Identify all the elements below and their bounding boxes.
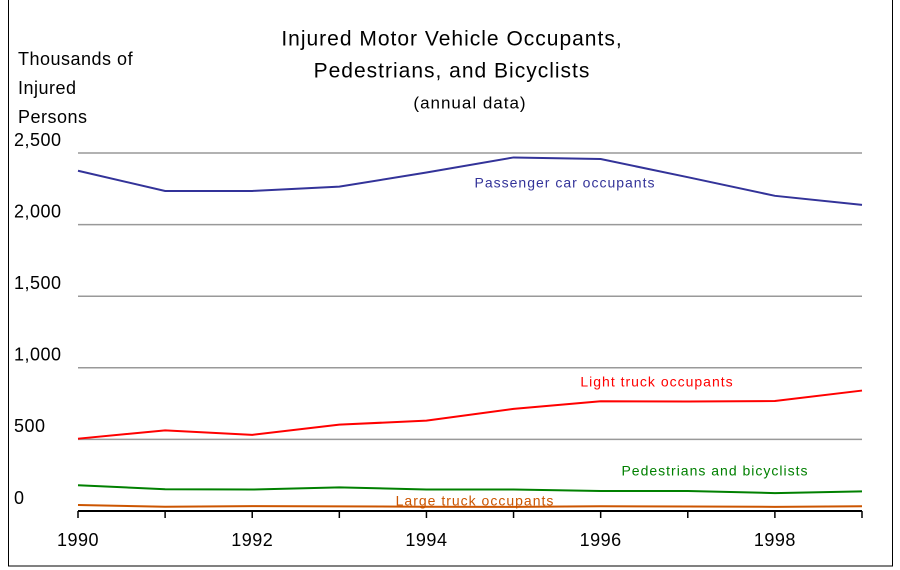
- series-label: Large truck occupants: [396, 493, 555, 509]
- series-line: [77, 503, 863, 508]
- y-tick-label: 2,000: [14, 201, 62, 221]
- series-line: [77, 156, 863, 206]
- series-label: Pedestrians and bicyclists: [621, 463, 808, 479]
- y-tick-label: 500: [14, 416, 46, 436]
- y-axis-label: Persons: [18, 107, 88, 127]
- series-line: [77, 389, 863, 440]
- x-tick-label: 1990: [57, 530, 99, 550]
- y-tick-label: 1,000: [14, 345, 62, 365]
- x-tick-label: 1996: [580, 530, 622, 550]
- frame: [8, 0, 893, 567]
- series-line: [77, 484, 863, 495]
- series-label: Light truck occupants: [580, 374, 733, 390]
- chart-subtitle: (annual data): [413, 93, 526, 112]
- series-label: Passenger car occupants: [475, 175, 656, 191]
- chart-title: Pedestrians, and Bicyclists: [314, 60, 591, 83]
- y-tick-label: 0: [14, 488, 25, 508]
- y-tick-label: 1,500: [14, 273, 62, 293]
- x-tick-label: 1994: [405, 530, 447, 550]
- x-tick-label: 1998: [754, 530, 796, 550]
- x-tick-label: 1992: [231, 530, 273, 550]
- y-tick-label: 2,500: [14, 130, 62, 150]
- chart-title: Injured Motor Vehicle Occupants,: [281, 28, 622, 51]
- y-axis-label: Injured: [18, 78, 77, 98]
- y-axis-label: Thousands of: [18, 49, 134, 69]
